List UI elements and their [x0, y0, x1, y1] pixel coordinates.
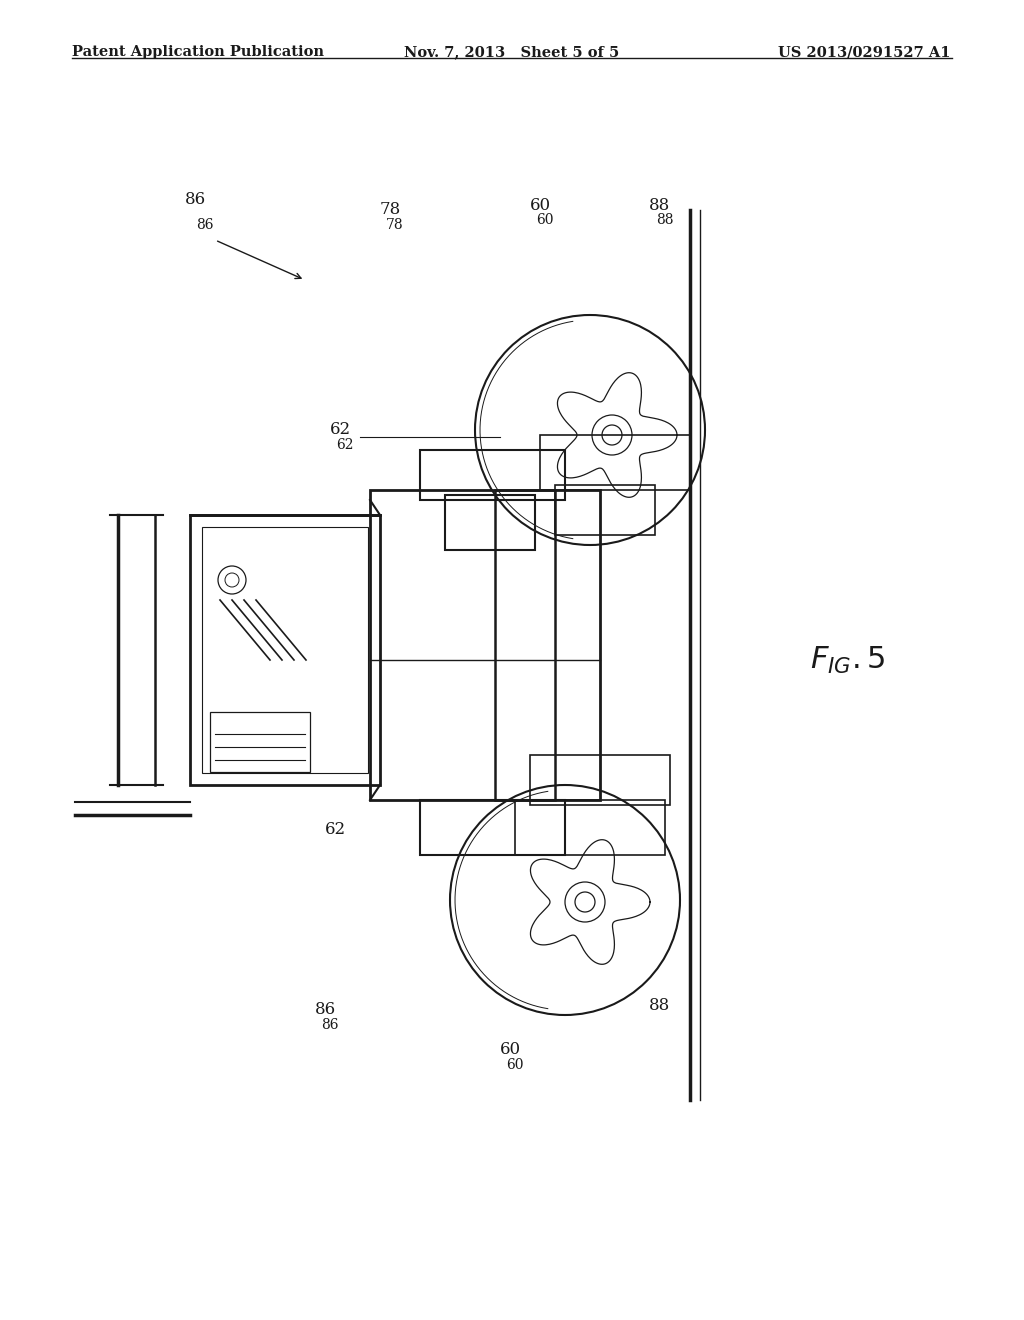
Bar [210, 711, 310, 772]
Text: 78: 78 [379, 202, 400, 219]
Text: 86: 86 [322, 1018, 339, 1032]
Text: 86: 86 [314, 1002, 336, 1019]
Text: 88: 88 [649, 997, 671, 1014]
Text: 60: 60 [537, 213, 554, 227]
Text: 88: 88 [656, 213, 674, 227]
Bar [420, 800, 565, 855]
Text: $\mathit{F_{IG}. 5}$: $\mathit{F_{IG}. 5}$ [810, 644, 886, 676]
Text: Nov. 7, 2013   Sheet 5 of 5: Nov. 7, 2013 Sheet 5 of 5 [404, 45, 620, 59]
Text: 60: 60 [529, 197, 551, 214]
Text: 78: 78 [386, 218, 403, 232]
Text: 60: 60 [500, 1041, 520, 1059]
Text: Patent Application Publication: Patent Application Publication [72, 45, 324, 59]
Text: US 2013/0291527 A1: US 2013/0291527 A1 [777, 45, 950, 59]
Bar [540, 436, 690, 490]
Text: 62: 62 [325, 821, 345, 838]
Bar [495, 490, 555, 800]
Text: 86: 86 [184, 191, 206, 209]
Text: 62: 62 [330, 421, 350, 438]
Bar [530, 755, 670, 805]
Text: 62: 62 [336, 438, 353, 451]
Text: 88: 88 [649, 197, 671, 214]
Bar [445, 495, 535, 550]
Text: 60: 60 [506, 1059, 523, 1072]
Bar [190, 515, 380, 785]
Bar [370, 490, 600, 800]
Bar [555, 484, 655, 535]
Bar [420, 450, 565, 500]
Bar [202, 527, 368, 774]
Bar [515, 800, 665, 855]
Text: 86: 86 [197, 218, 214, 232]
